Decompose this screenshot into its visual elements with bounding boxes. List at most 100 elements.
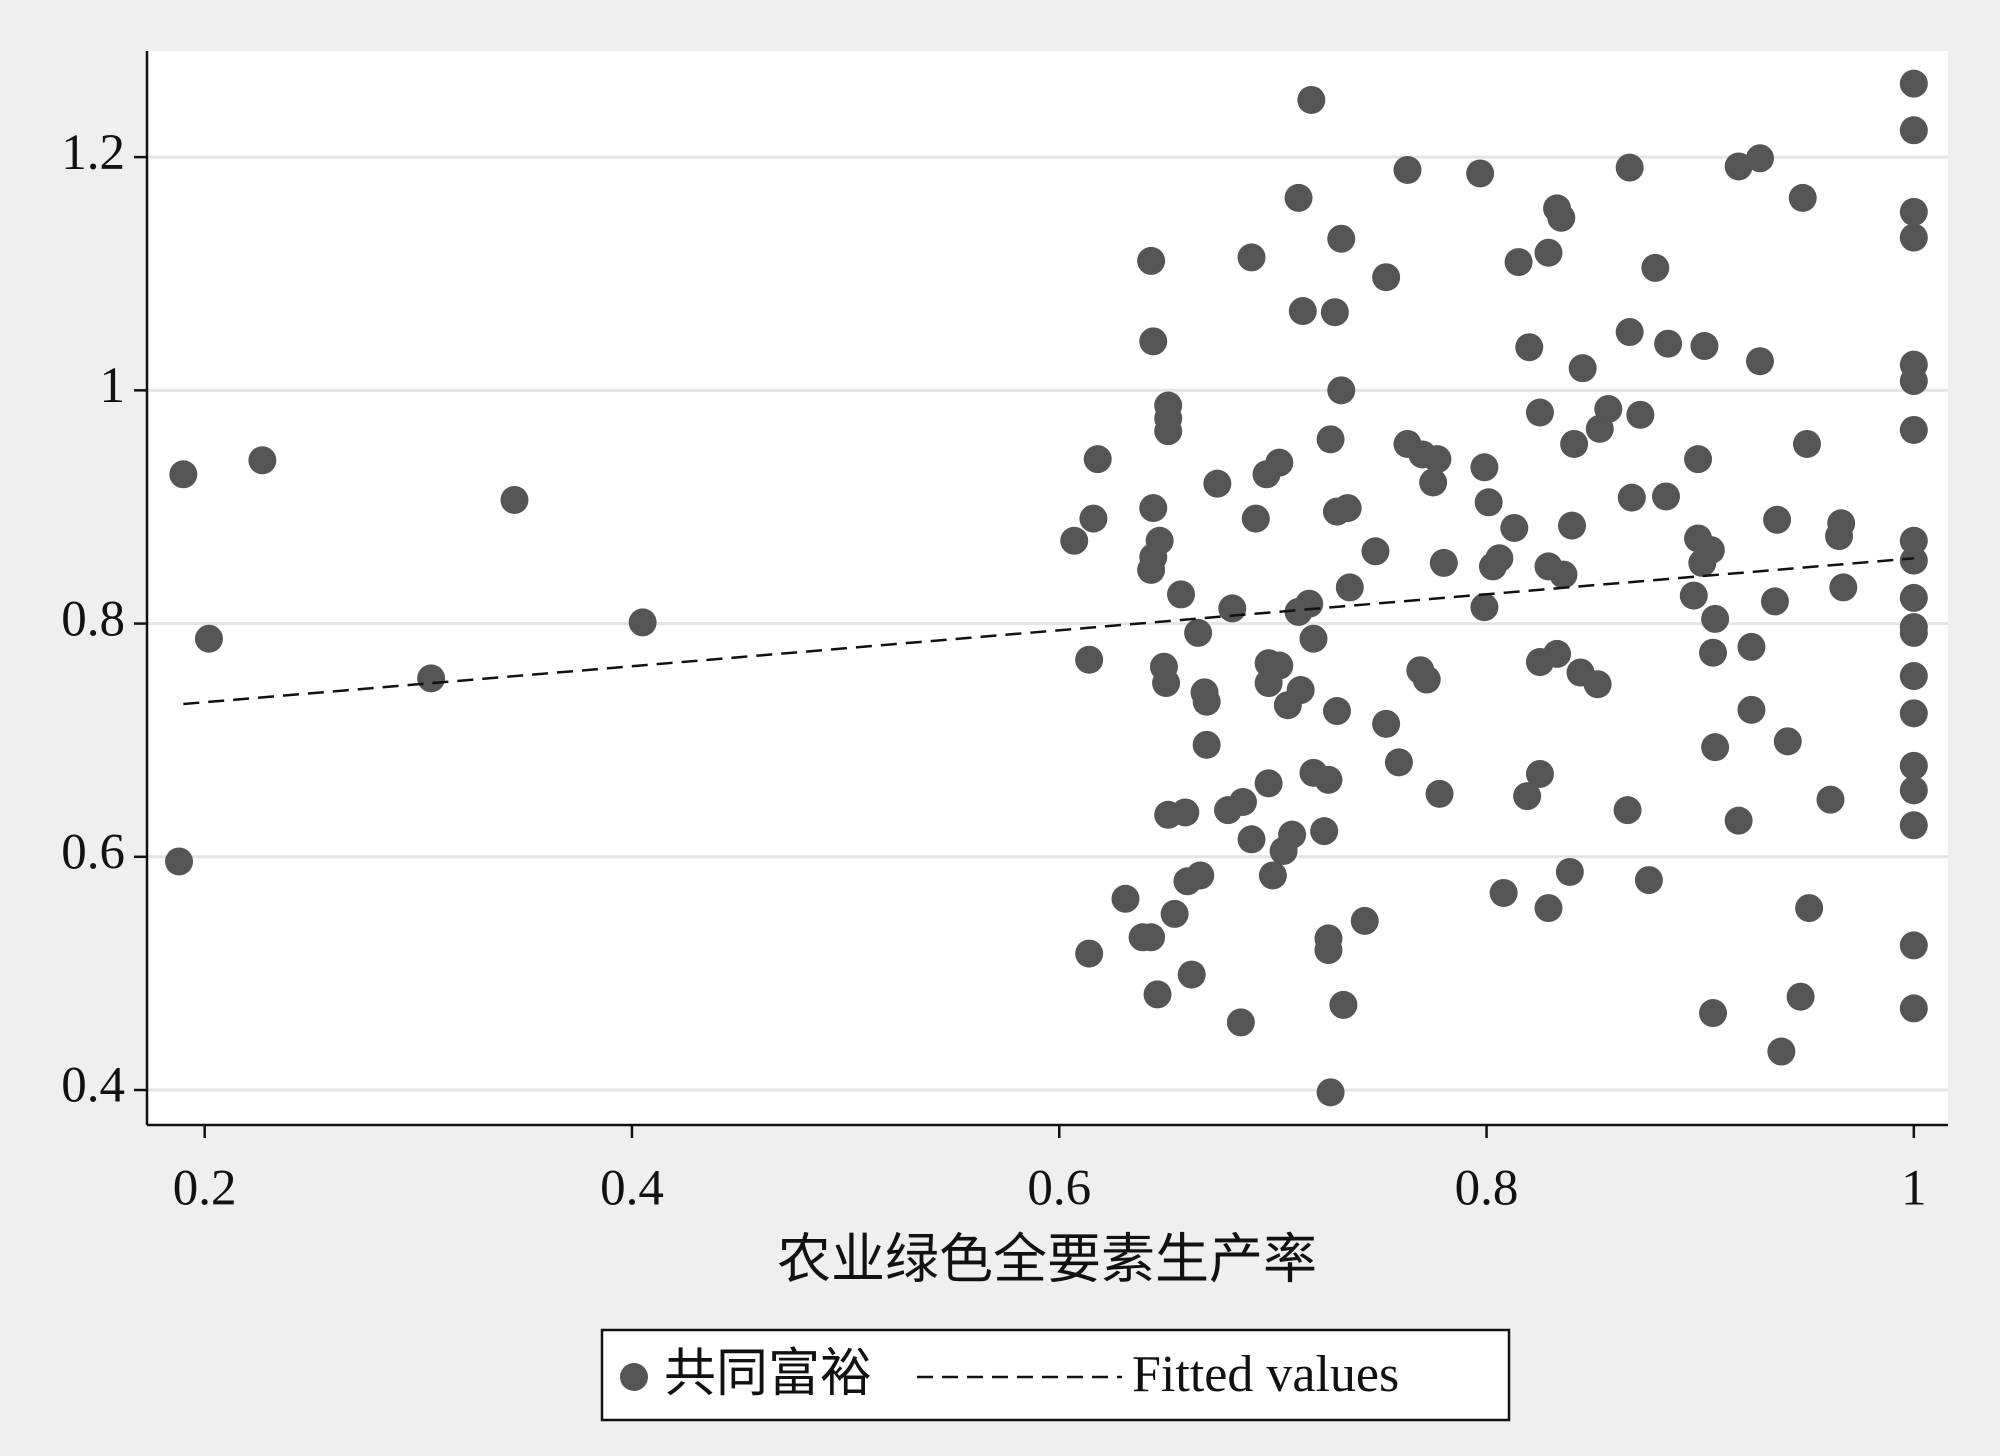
point [1316, 425, 1345, 454]
point [1470, 593, 1499, 622]
point [1361, 537, 1390, 566]
point [1651, 482, 1680, 511]
point [1684, 445, 1713, 474]
legend-label: 共同富裕 [664, 1346, 872, 1403]
point [1560, 429, 1589, 458]
point [1899, 699, 1928, 728]
point [1773, 727, 1802, 756]
point [1177, 960, 1206, 989]
point [1139, 327, 1168, 356]
point [1152, 669, 1181, 698]
point [1899, 69, 1928, 98]
point [1237, 243, 1266, 272]
point [1763, 505, 1792, 534]
point [1701, 604, 1730, 633]
point [1137, 555, 1166, 584]
point [1557, 511, 1586, 540]
point [1816, 785, 1845, 814]
point [1525, 398, 1554, 427]
point [1297, 85, 1326, 114]
point [1429, 548, 1458, 577]
point [1171, 798, 1200, 827]
x-tick-label: 0.2 [173, 1161, 237, 1217]
point [1316, 1078, 1345, 1107]
y-tick-label: 1 [100, 358, 126, 414]
point [1333, 494, 1362, 523]
point [1737, 695, 1766, 724]
point [1299, 624, 1328, 653]
point [1626, 400, 1655, 429]
point [1615, 153, 1644, 182]
point [1513, 782, 1542, 811]
point [1137, 246, 1166, 275]
point [1192, 730, 1221, 759]
point [1724, 806, 1753, 835]
point [1724, 152, 1753, 181]
point [1083, 445, 1112, 474]
point [1534, 894, 1563, 923]
legend-label: Fitted values [1132, 1346, 1399, 1403]
point [1284, 183, 1313, 212]
point [1203, 469, 1232, 498]
point [1228, 787, 1257, 816]
point [1555, 857, 1584, 886]
point [1792, 429, 1821, 458]
point [1825, 522, 1854, 551]
x-axis-title: 农业绿色全要素生产率 [777, 1229, 1317, 1289]
point [1466, 159, 1495, 188]
point [1899, 546, 1928, 575]
point [1237, 825, 1266, 854]
point [1788, 183, 1817, 212]
point [1412, 665, 1441, 694]
point [1423, 445, 1452, 474]
point [1500, 513, 1529, 542]
legend-marker [620, 1363, 648, 1391]
point [1327, 376, 1356, 405]
point [169, 460, 198, 489]
legend-box [600, 1328, 1511, 1422]
point [1079, 504, 1108, 533]
point [1899, 751, 1928, 780]
point [1654, 329, 1683, 358]
point [1899, 526, 1928, 555]
point [500, 485, 529, 514]
point [1688, 548, 1717, 577]
point [1767, 1037, 1796, 1066]
point [1060, 526, 1089, 555]
point [1899, 367, 1928, 396]
point [1278, 820, 1307, 849]
point [1310, 817, 1339, 846]
point [1615, 318, 1644, 347]
point [1829, 573, 1858, 602]
point [1241, 504, 1270, 533]
point [1899, 223, 1928, 252]
point [1504, 248, 1533, 277]
point [1899, 776, 1928, 805]
point [1186, 861, 1215, 890]
x-tick-label: 0.8 [1455, 1161, 1519, 1217]
y-tick-label: 1.2 [61, 125, 125, 181]
x-tick-label: 0.6 [1027, 1161, 1091, 1217]
point [1634, 866, 1663, 895]
y-tick-label: 0.6 [61, 824, 125, 880]
point [1594, 395, 1623, 423]
point [1167, 580, 1196, 609]
point [1419, 468, 1448, 497]
point [417, 664, 446, 693]
point [1254, 769, 1283, 798]
y-tick-label: 0.8 [61, 591, 125, 647]
point [1111, 884, 1140, 913]
point [1322, 697, 1351, 726]
point [1745, 144, 1774, 173]
point [1474, 488, 1503, 517]
point [1372, 709, 1401, 738]
point [1254, 669, 1283, 698]
point [1139, 494, 1168, 523]
point [1075, 645, 1104, 674]
point [1075, 939, 1104, 968]
point [1679, 581, 1708, 610]
point [1184, 618, 1213, 647]
point [1547, 203, 1576, 232]
point [1314, 765, 1343, 794]
